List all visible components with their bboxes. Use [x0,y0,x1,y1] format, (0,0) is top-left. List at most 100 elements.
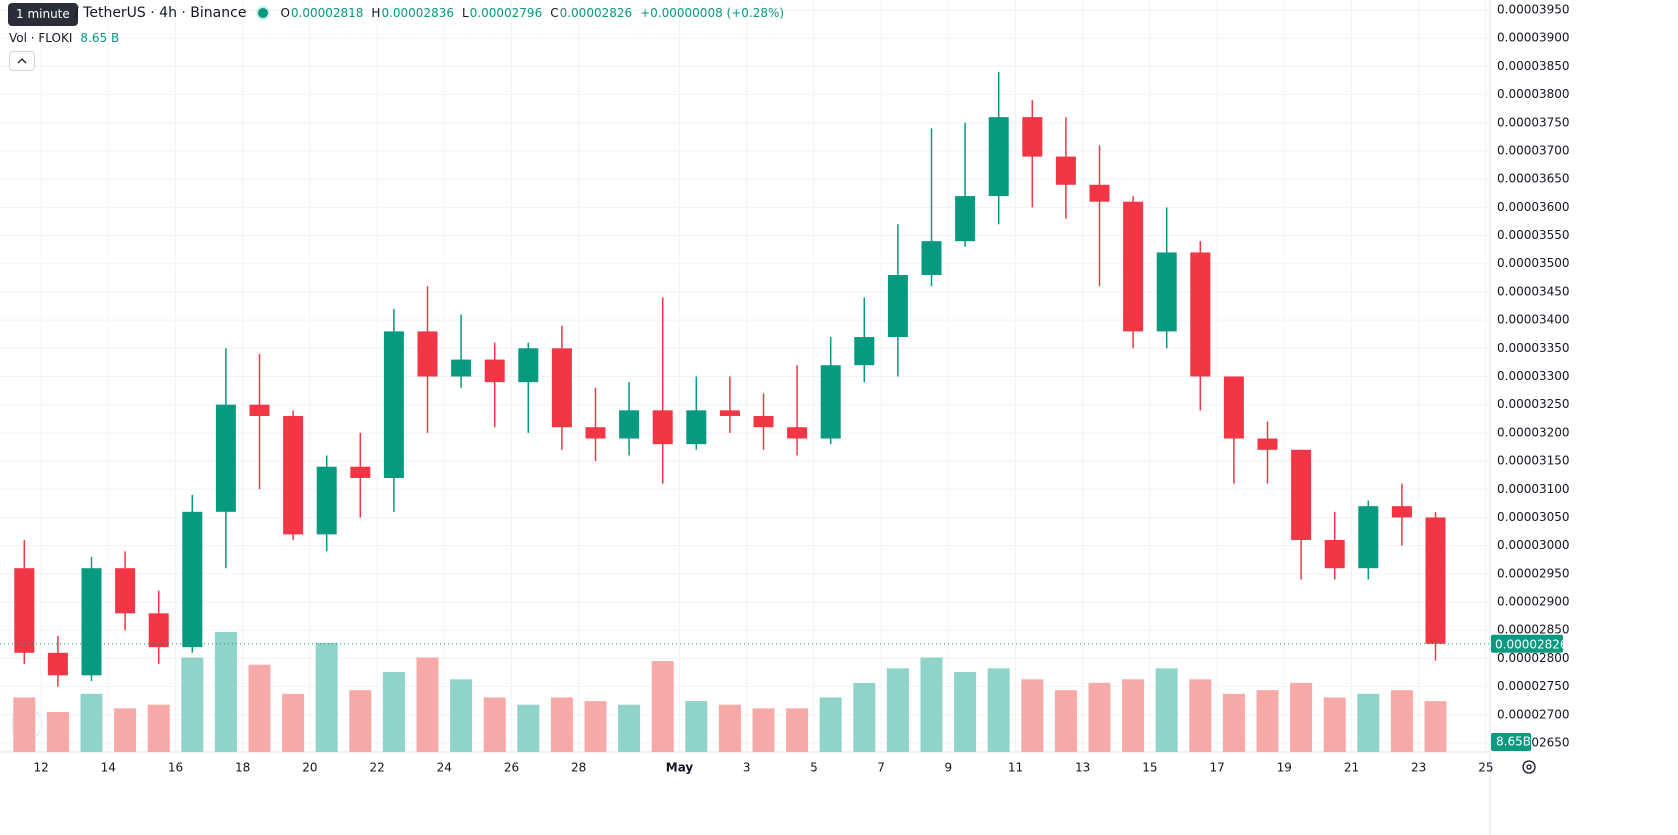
candle-body [518,348,539,383]
volume-bar [1122,679,1145,752]
status-dot [256,6,271,20]
volume-bar [786,708,809,752]
candle-body [955,196,976,242]
candle-body [182,511,203,648]
volume-bar [1155,668,1178,752]
ohlc-value: 0.00002836 [381,6,454,20]
candle-body [451,359,472,377]
ohlc-label: O [280,6,290,20]
volume-bar [853,682,876,752]
candle-body [686,410,707,445]
volume-bar [685,701,708,752]
x-tick-label: 9 [944,761,952,775]
x-tick-label: 18 [235,761,250,775]
y-tick-label: 0.00003700 [1497,143,1570,157]
volume-bar [1357,693,1380,752]
y-tick-label: 0.00003300 [1497,369,1570,383]
symbol[interactable]: / TetherUS · 4h · Binance [74,5,247,21]
ohlc-value: 0.00002796 [469,6,543,20]
x-tick-label: 13 [1075,761,1090,775]
candle-body [1089,184,1110,202]
ohlc-value: 0.00002818 [290,6,364,20]
y-tick-label: 0.00002800 [1497,651,1570,665]
x-tick-label: 22 [369,761,384,775]
ohlc-label: L [461,6,469,20]
volume-bar [1323,697,1346,752]
collapse-button[interactable] [9,51,35,71]
x-tick-label: 25 [1478,761,1493,775]
settings-icon[interactable] [1522,760,1536,774]
volume-bar [147,704,170,752]
candle-body [988,117,1009,197]
x-tick-label: 26 [504,761,519,775]
candle-body [1156,252,1177,332]
volume-bar [1290,682,1313,752]
candle-body [249,404,270,416]
x-tick-label: 23 [1411,761,1426,775]
volume-bar [1189,679,1212,752]
x-tick-label: 21 [1344,761,1359,775]
volume-bar [315,642,338,752]
x-tick-label: May [666,761,694,775]
change: +0.00000008 (+0.28%) [640,6,785,20]
y-tick-label: 0.00003400 [1497,313,1570,327]
candle-body [719,410,740,416]
candle-body [585,427,606,439]
x-tick-label: 24 [437,761,452,775]
volume-bar [718,704,741,752]
candle-body [1425,517,1446,644]
y-tick-label: 0.00002700 [1497,707,1570,721]
volume-bar [1256,690,1279,752]
volume-bar [181,657,204,752]
volume-bar [987,668,1010,752]
candle-body [551,348,572,428]
volume-bar [1021,679,1044,752]
ohlc-value: 0.00002826 [559,6,633,20]
y-tick-label: 0.00003150 [1497,454,1570,468]
y-tick-label: 0.00003050 [1497,510,1570,524]
volume-bar [651,661,674,752]
y-tick-label: 0.00003500 [1497,256,1570,270]
y-tick-label: 0.00003450 [1497,284,1570,298]
y-tick-label: 0.00003750 [1497,115,1570,129]
candle-body [1324,540,1345,569]
y-tick-label: 0.00003000 [1497,538,1570,552]
y-tick-label: 0.00003200 [1497,425,1570,439]
x-tick-label: 28 [571,761,586,775]
candle-body [854,337,875,366]
chevron [17,58,27,64]
x-tick-label: 20 [302,761,317,775]
price-tag-bg [1491,634,1563,653]
y-tick-label: 0.00003800 [1497,87,1570,101]
candle-body [1022,117,1043,157]
volume-bar [214,632,237,752]
x-tick-label: 7 [877,761,885,775]
candle-body [1391,506,1412,518]
volume-bar [13,697,36,752]
volume-bar [819,697,842,752]
volume-bar [1424,701,1447,752]
candle-body [383,331,404,478]
price-tag: 0.00002826 [1495,637,1568,651]
volume-bar [382,672,405,752]
x-tick-label: 16 [168,761,183,775]
price-axis [1490,0,1678,835]
y-tick-label: 0.00003950 [1497,3,1570,17]
volume-bar [80,693,103,752]
volume-bar [450,679,473,752]
volume-bar [483,697,506,752]
candle-body [14,568,35,653]
candle-body [921,241,942,276]
volume-bar [886,668,909,752]
volume-bar [1390,690,1413,752]
candle-body [484,359,505,383]
x-tick-label: 19 [1277,761,1292,775]
volume-label: Vol · FLOKI [9,31,73,45]
volume-bar [248,664,271,752]
y-tick-label: 0.00003600 [1497,200,1570,214]
candle-body [1257,438,1278,450]
ohlc-label: H [371,6,381,20]
candle-body [1123,201,1144,332]
